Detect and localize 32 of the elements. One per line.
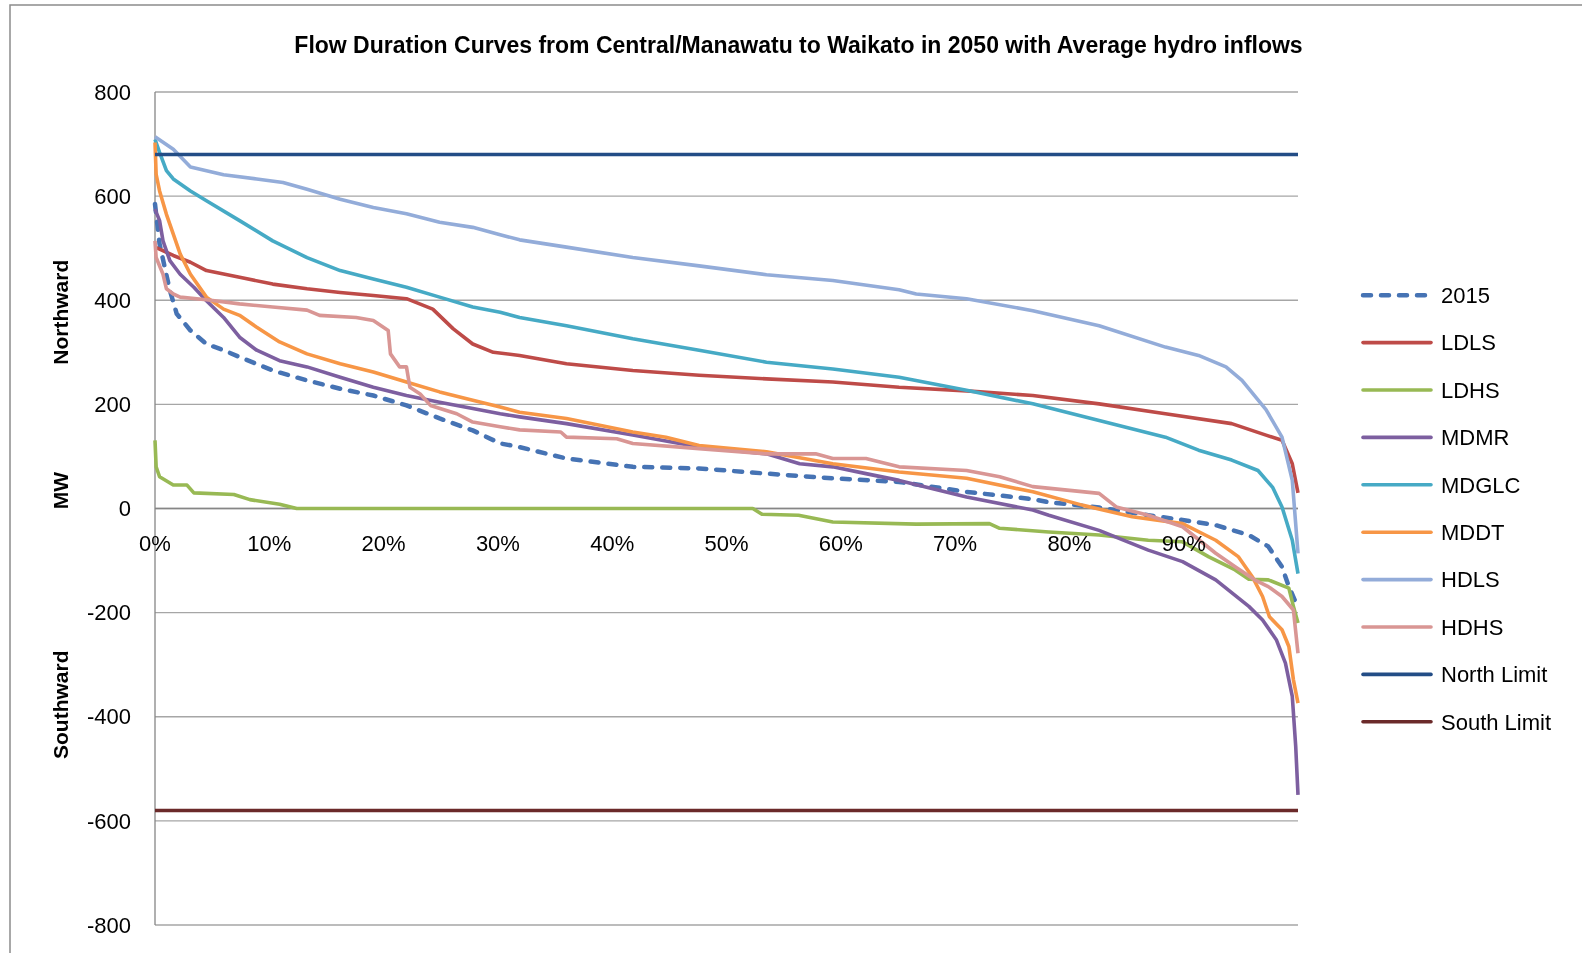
x-tick-label: 0% bbox=[139, 530, 171, 556]
y-tick-label: 200 bbox=[94, 392, 131, 418]
legend-label: MDMR bbox=[1441, 425, 1510, 451]
legend-label: North Limit bbox=[1441, 662, 1548, 688]
y-tick-label: -600 bbox=[86, 808, 131, 834]
x-tick-label: 70% bbox=[933, 530, 978, 556]
legend-label: South Limit bbox=[1441, 709, 1552, 735]
y-axis-title: MW bbox=[49, 471, 72, 510]
y-tick-label: -800 bbox=[86, 912, 131, 938]
chart-title: Flow Duration Curves from Central/Manawatu to Waikato in 2050 with Average hydro inflows bbox=[294, 32, 1303, 58]
legend-label: MDGLC bbox=[1441, 472, 1521, 498]
text: Northward bbox=[49, 259, 72, 365]
x-tick-label: 80% bbox=[1047, 530, 1092, 556]
x-tick-label: 30% bbox=[475, 530, 520, 556]
x-tick-label: 10% bbox=[247, 530, 292, 556]
x-tick-label: 60% bbox=[818, 530, 863, 556]
text: Southward bbox=[49, 650, 72, 759]
y-tick-label: 400 bbox=[94, 287, 131, 313]
legend-label: HDHS bbox=[1441, 614, 1504, 640]
y-tick-label: 800 bbox=[94, 79, 131, 105]
x-tick-label: 20% bbox=[361, 530, 406, 556]
legend-label: MDDT bbox=[1441, 519, 1505, 545]
y-tick-label: -400 bbox=[86, 704, 131, 730]
legend-label: LDLS bbox=[1441, 330, 1497, 356]
x-tick-label: 40% bbox=[590, 530, 635, 556]
legend-label: 2015 bbox=[1441, 282, 1490, 308]
y-tick-label: -200 bbox=[86, 600, 131, 626]
y-tick-label: 600 bbox=[94, 183, 131, 209]
x-tick-label: 50% bbox=[704, 530, 749, 556]
legend-label: HDLS bbox=[1441, 567, 1500, 593]
legend-label: LDHS bbox=[1441, 377, 1500, 403]
y-tick-label: 0 bbox=[118, 496, 131, 522]
